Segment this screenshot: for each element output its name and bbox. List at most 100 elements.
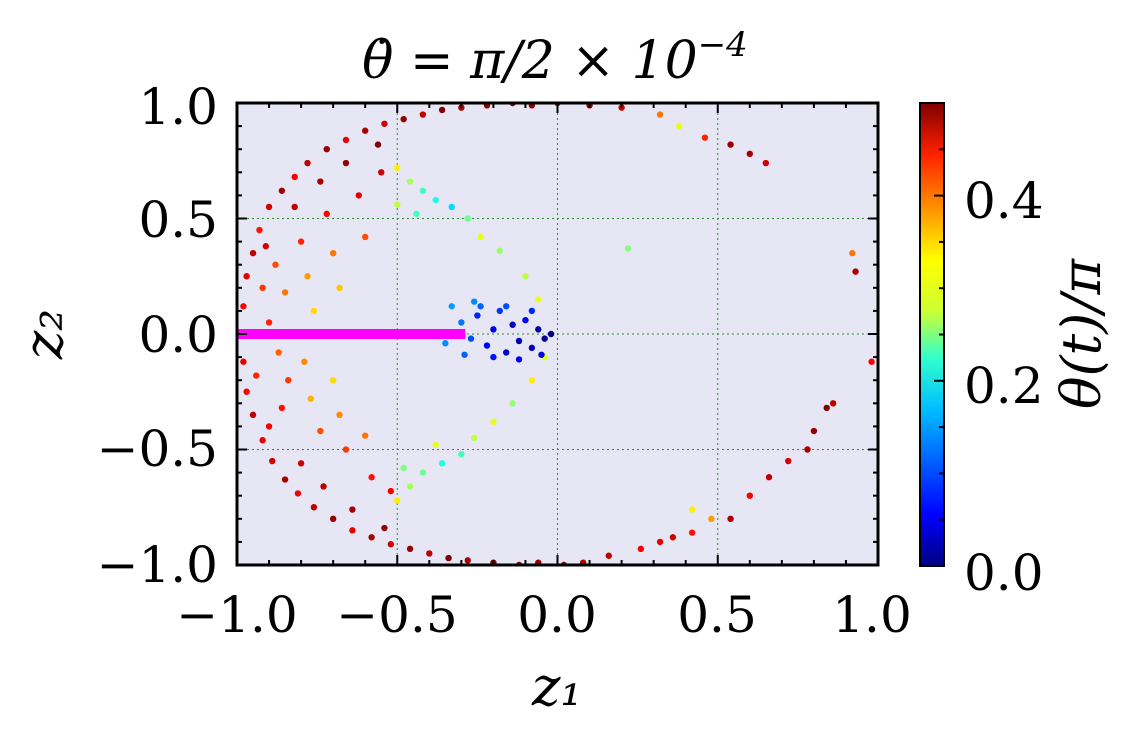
scatter-point — [406, 483, 414, 490]
scatter-point — [259, 437, 266, 444]
scatter-point — [342, 136, 350, 144]
scatter-point — [624, 245, 632, 252]
scatter-point — [727, 515, 734, 522]
scatter-point — [676, 122, 683, 130]
chart-title-exponent: −4 — [698, 25, 748, 65]
scatter-point — [656, 538, 664, 546]
y-tick-label: 0.0 — [138, 306, 218, 364]
scatter-point — [253, 372, 260, 379]
scatter-point — [490, 353, 497, 361]
scatter-point — [474, 312, 481, 319]
scatter-point — [823, 404, 830, 412]
scatter-point — [278, 404, 286, 412]
scatter-point — [541, 335, 548, 342]
scatter-point — [637, 545, 645, 553]
scatter-point — [378, 169, 385, 176]
scatter-point — [538, 351, 545, 358]
scatter-point — [307, 395, 314, 402]
scatter-point — [362, 432, 369, 439]
y-tick-label: 0.5 — [138, 191, 218, 249]
scatter-point — [394, 497, 401, 504]
scatter-point — [448, 203, 455, 211]
scatter-point — [477, 303, 484, 310]
initial-line-marker — [450, 329, 459, 339]
scatter-point — [262, 243, 270, 250]
initial-line-marker — [386, 329, 395, 339]
scatter-point — [243, 388, 250, 395]
scatter-point — [320, 483, 327, 490]
initial-line-marker — [309, 329, 318, 339]
initial-line-marker — [431, 329, 440, 339]
initial-line-marker — [284, 329, 293, 339]
scatter-point — [329, 249, 337, 257]
scatter-point — [317, 178, 324, 185]
initial-line-marker — [367, 329, 376, 339]
scatter-point — [336, 411, 343, 419]
scatter-point — [852, 268, 859, 275]
scatter-point — [490, 326, 497, 333]
initial-line-marker — [252, 329, 261, 339]
scatter-point — [804, 446, 811, 453]
scatter-point — [297, 238, 305, 245]
scatter-point — [265, 203, 273, 211]
initial-line-marker — [380, 329, 389, 339]
scatter-points — [237, 103, 875, 565]
scatter-point — [400, 464, 407, 472]
x-tick-label: −0.5 — [336, 586, 457, 644]
scatter-point — [349, 527, 356, 534]
scatter-point — [762, 159, 770, 167]
scatter-point — [240, 358, 247, 365]
x-tick-label: 0.0 — [517, 586, 597, 644]
initial-line-marker — [438, 329, 447, 339]
initial-line-marker — [271, 329, 280, 339]
scatter-point — [515, 337, 523, 345]
scatter-point — [669, 534, 677, 541]
scatter-point — [249, 249, 257, 257]
scatter-point — [458, 319, 465, 326]
scatter-point — [470, 298, 478, 305]
y-tick-label: 1.0 — [138, 78, 218, 136]
scatter-point — [368, 474, 375, 481]
scatter-point — [727, 141, 734, 148]
scatter-point — [304, 159, 311, 167]
scatter-point — [329, 377, 337, 384]
scatter-point — [535, 326, 542, 333]
scatter-point — [490, 418, 497, 425]
colorbar-ticks — [934, 102, 944, 567]
scatter-point — [323, 210, 330, 218]
scatter-point — [765, 474, 773, 481]
scatter-point — [438, 106, 446, 114]
scatter-point — [285, 377, 292, 384]
scatter-point — [374, 141, 382, 148]
initial-line-marker — [457, 329, 466, 339]
scatter-point — [868, 358, 875, 365]
scatter-point — [438, 460, 446, 467]
initial-line-marker — [393, 329, 402, 339]
scatter-point — [810, 427, 818, 435]
scatter-point — [281, 289, 289, 296]
scatter-point — [448, 303, 455, 310]
scatter-point — [535, 296, 542, 303]
initial-line-marker — [335, 329, 344, 339]
initial-line-marker — [354, 329, 363, 339]
colorbar-tick-labels: 0.0 0.2 0.4 — [964, 172, 1044, 602]
scatter-point — [394, 201, 401, 208]
scatter-point — [265, 319, 273, 326]
scatter-point — [406, 545, 414, 553]
scatter-point — [387, 541, 395, 548]
initial-line-marker — [290, 329, 299, 339]
y-axis-label: z₂ — [12, 309, 75, 360]
initial-line-marker — [303, 329, 312, 339]
initial-line-marker — [265, 329, 274, 339]
scatter-point — [297, 460, 305, 467]
x-axis-label: z₁ — [531, 655, 582, 718]
chart-title-main: θ̇ = π/2 × 10 — [362, 31, 698, 91]
scatter-point — [522, 273, 529, 280]
scatter-point — [310, 307, 318, 315]
scatter-point — [240, 303, 247, 310]
scatter-point — [522, 316, 529, 324]
scatter-point — [275, 349, 282, 356]
scatter-point — [746, 150, 753, 158]
scatter-point — [496, 247, 504, 255]
